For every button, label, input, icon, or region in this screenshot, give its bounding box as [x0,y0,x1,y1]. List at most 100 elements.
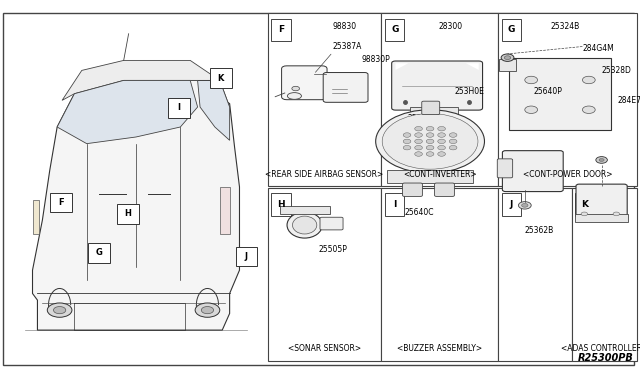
Text: 253H0E: 253H0E [454,87,484,96]
Circle shape [426,152,434,156]
Bar [271,19,291,41]
FancyBboxPatch shape [236,247,257,266]
FancyBboxPatch shape [502,151,563,192]
Ellipse shape [287,93,301,99]
FancyBboxPatch shape [88,243,110,263]
Circle shape [376,110,484,173]
Bar [498,13,637,186]
Bar [220,187,230,234]
Text: J: J [509,200,513,209]
Circle shape [438,126,445,131]
Ellipse shape [292,216,317,234]
Circle shape [415,152,422,156]
Text: 25338D: 25338D [408,114,438,123]
Bar [381,188,498,361]
FancyBboxPatch shape [210,68,232,88]
FancyBboxPatch shape [50,193,72,212]
Polygon shape [57,80,198,144]
Circle shape [518,202,531,209]
Circle shape [449,133,457,137]
Circle shape [292,86,300,91]
Polygon shape [396,63,408,70]
Circle shape [581,212,588,216]
Text: R25300PB: R25300PB [578,353,634,363]
Text: 284G4M: 284G4M [582,44,614,53]
Text: 284E7: 284E7 [618,96,640,105]
Circle shape [403,133,411,137]
Text: J: J [245,252,248,261]
Circle shape [501,54,514,61]
Polygon shape [33,80,239,330]
Bar [502,193,521,216]
Circle shape [525,76,538,84]
FancyBboxPatch shape [575,214,628,222]
Circle shape [426,139,434,144]
Bar [268,188,381,361]
Text: <CONT-POWER DOOR>: <CONT-POWER DOOR> [523,170,612,179]
Text: 25328D: 25328D [602,66,632,75]
Ellipse shape [287,212,323,238]
Circle shape [438,145,445,150]
Circle shape [426,145,434,150]
Circle shape [426,126,434,131]
FancyBboxPatch shape [497,159,513,178]
Circle shape [613,212,620,216]
Circle shape [599,158,604,161]
FancyBboxPatch shape [168,98,190,118]
Circle shape [403,139,411,144]
Text: G: G [391,25,399,34]
Text: <SONAR SENSOR>: <SONAR SENSOR> [288,344,361,353]
FancyBboxPatch shape [280,206,330,214]
Polygon shape [466,63,479,70]
Text: <REAR SIDE AIRBAG SENSOR>: <REAR SIDE AIRBAG SENSOR> [266,170,383,179]
FancyBboxPatch shape [282,66,327,100]
Text: F: F [278,25,284,34]
Text: <BUZZER ASSEMBLY>: <BUZZER ASSEMBLY> [397,344,483,353]
Circle shape [438,133,445,137]
Text: <ADAS CONTROLLER>: <ADAS CONTROLLER> [561,344,640,353]
Circle shape [415,133,422,137]
Circle shape [449,139,457,144]
Text: G: G [96,248,102,257]
Text: 25362B: 25362B [525,226,554,235]
Circle shape [415,145,422,150]
Bar [385,193,404,216]
Circle shape [47,303,72,317]
Circle shape [525,106,538,113]
FancyBboxPatch shape [387,170,473,183]
Text: 25640P: 25640P [534,87,563,96]
Text: K: K [582,200,588,209]
Text: 98830: 98830 [333,22,357,31]
Text: H: H [125,209,131,218]
Bar [271,193,291,216]
Text: H: H [277,200,285,209]
FancyBboxPatch shape [509,58,611,130]
Text: G: G [508,25,515,34]
FancyBboxPatch shape [576,184,627,218]
FancyBboxPatch shape [392,61,483,110]
Circle shape [438,139,445,144]
Text: 25387A: 25387A [333,42,362,51]
Bar [33,200,38,234]
Circle shape [415,139,422,144]
Circle shape [426,133,434,137]
Polygon shape [62,60,230,107]
Text: 25324B: 25324B [550,22,580,31]
Circle shape [403,145,411,150]
FancyBboxPatch shape [117,204,139,224]
Circle shape [522,203,528,207]
FancyBboxPatch shape [499,59,516,71]
Text: 25640C: 25640C [404,208,434,217]
Circle shape [582,76,595,84]
Bar [572,188,637,361]
Bar [498,188,572,361]
Circle shape [382,113,478,169]
Text: 28300: 28300 [438,22,463,31]
FancyBboxPatch shape [323,73,368,102]
Circle shape [54,307,66,314]
Bar [385,19,404,41]
Text: I: I [178,103,180,112]
FancyBboxPatch shape [435,183,454,196]
Circle shape [449,145,457,150]
Text: 98830P: 98830P [362,55,390,64]
